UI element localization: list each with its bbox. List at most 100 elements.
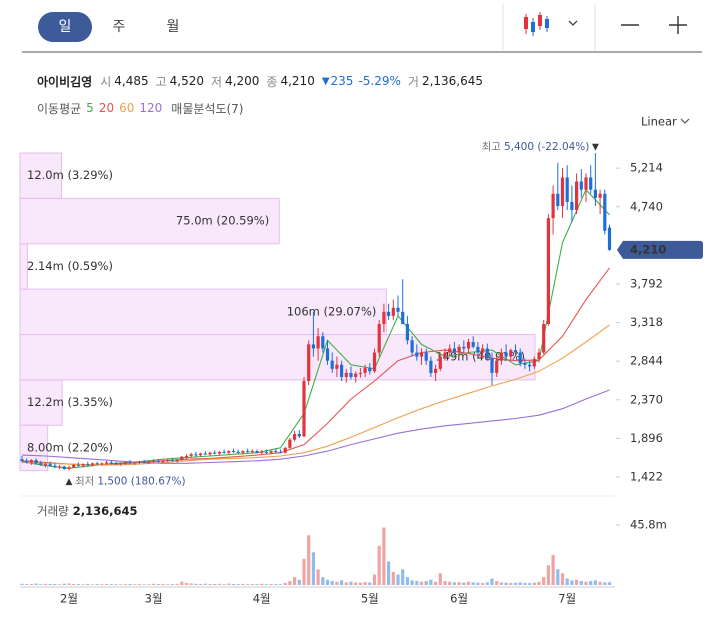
y-tick-label: 3,318: [630, 315, 663, 329]
legend-item: 120: [139, 101, 163, 115]
low-marker-label: 최저: [75, 476, 94, 488]
candle-body: [504, 352, 508, 357]
volume-bar: [556, 569, 560, 585]
volume-bar: [330, 581, 334, 585]
legend-item: 20: [98, 101, 115, 115]
volume-bar: [546, 565, 550, 585]
volume-bar: [513, 582, 518, 585]
volume-bar: [208, 584, 212, 585]
volume-bar: [269, 583, 273, 585]
volume-bar: [105, 583, 109, 585]
volume-profile-bar: [19, 288, 387, 336]
volume-bar: [250, 583, 254, 585]
candle-body: [90, 463, 95, 465]
candle-body: [297, 433, 301, 437]
volume-profile-label: 75.0m (20.59%): [176, 214, 269, 228]
y-tick-label: 4,740: [630, 199, 663, 213]
volume-bar: [29, 583, 33, 585]
chart-type-button[interactable]: [524, 12, 549, 36]
candle-body: [509, 350, 513, 357]
volume-bar: [363, 582, 367, 585]
candle-body: [269, 451, 273, 453]
volume-bar: [128, 583, 132, 585]
volume-profile-bar: [19, 152, 62, 199]
volume-bar: [466, 581, 471, 585]
legend-title: 이동평균: [37, 101, 82, 116]
candle-body: [513, 350, 518, 353]
candle-body: [53, 465, 57, 468]
volume-bar: [340, 580, 344, 585]
volume-bar: [537, 581, 541, 585]
candle-body: [128, 462, 132, 464]
volume-bar: [246, 584, 250, 585]
scale-chevron[interactable]: [680, 118, 690, 124]
period-tab[interactable]: 주: [112, 19, 126, 35]
candle-body: [246, 451, 250, 453]
change-rate: -5.29%: [358, 74, 401, 88]
volume-bar: [476, 582, 480, 585]
volume-bar: [274, 584, 278, 585]
volume-bar: [241, 583, 245, 585]
high-marker-value: 5,400 (-22.04%): [504, 141, 589, 153]
volume-bar: [184, 583, 189, 585]
legend-item: 60: [119, 101, 135, 115]
candle-body: [156, 460, 160, 462]
volume-bar: [311, 552, 315, 585]
candle-body: [589, 177, 593, 190]
quote-label: 저: [211, 74, 223, 89]
y-tick-label: 1,422: [630, 469, 663, 483]
y-tick-label: 2,844: [630, 354, 663, 368]
volume-profile-bar: [19, 197, 280, 245]
candle-body: [67, 467, 71, 469]
candle-body: [434, 368, 438, 373]
volume-bar: [302, 558, 306, 585]
volume-bar: [551, 554, 555, 585]
candle-body: [39, 463, 43, 465]
scale-mode[interactable]: Linear: [641, 115, 677, 129]
volume-bar: [48, 584, 52, 585]
volume-bar: [542, 577, 546, 585]
candle-body: [330, 360, 334, 369]
volume-bar: [166, 584, 170, 585]
volume-profile-label: 12.2m (3.35%): [27, 395, 113, 409]
volume-bar: [133, 584, 137, 585]
volume-bar: [523, 583, 527, 585]
quote-line: 아이비김영 시 4,485 고 4,520 저 4,200 종 4,210 ▼ 235 -5.29% 거…: [37, 72, 483, 90]
candle-body: [161, 460, 165, 462]
volume-tick-label: 45.8m: [630, 518, 667, 532]
candle-body: [523, 363, 527, 365]
volume-bar: [199, 583, 203, 585]
candle-body: [119, 463, 123, 465]
dropdown-chevron[interactable]: [568, 20, 578, 26]
candle-body: [137, 461, 142, 463]
volume-bar: [528, 583, 532, 585]
high-marker-symbol: ▼: [592, 143, 599, 153]
candle-body: [363, 368, 367, 373]
candle-body: [448, 348, 452, 353]
candle-body: [180, 456, 184, 461]
last-price-label: 4,210: [630, 242, 666, 256]
volume-bar: [255, 584, 259, 585]
volume-bar: [579, 581, 583, 585]
candle-body: [189, 454, 193, 456]
volume-bar: [490, 578, 494, 585]
period-tab[interactable]: 월: [166, 19, 180, 35]
candle-body: [429, 360, 433, 373]
volume-bar: [213, 583, 217, 585]
volume-bar: [499, 582, 503, 585]
period-tab[interactable]: 일: [38, 12, 92, 42]
quote-value: 4,210: [280, 74, 315, 88]
candle-body: [377, 324, 381, 353]
volume-bar: [429, 579, 433, 585]
candle-body: [76, 464, 80, 466]
candle-body: [25, 460, 29, 463]
volume-bar: [316, 569, 320, 585]
volume-bar: [90, 584, 95, 585]
candle-body: [311, 344, 315, 349]
quote-label: 시: [100, 74, 112, 89]
candle-body: [321, 336, 325, 349]
volume-bar: [152, 583, 156, 585]
zoom-in-button[interactable]: [669, 16, 687, 34]
